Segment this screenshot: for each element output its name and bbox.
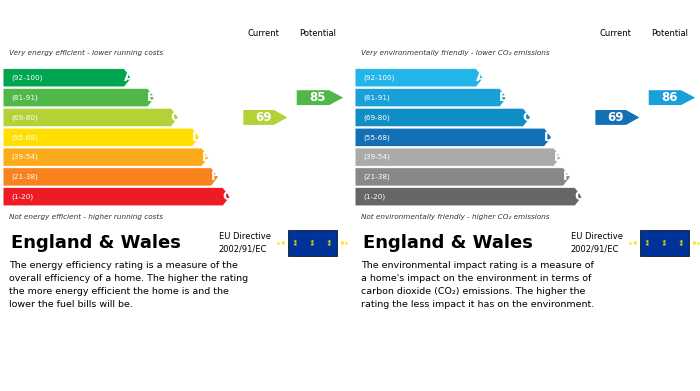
Polygon shape — [4, 69, 132, 87]
Text: Very energy efficient - lower running costs: Very energy efficient - lower running co… — [9, 49, 163, 56]
Text: ★: ★ — [662, 242, 667, 247]
Polygon shape — [244, 110, 288, 125]
Text: Not energy efficient - higher running costs: Not energy efficient - higher running co… — [9, 213, 163, 220]
Text: 69: 69 — [608, 111, 624, 124]
Text: (81-91): (81-91) — [11, 94, 38, 101]
Text: (21-38): (21-38) — [363, 174, 390, 180]
Text: ★: ★ — [344, 240, 349, 246]
Text: E: E — [554, 151, 562, 163]
Polygon shape — [355, 89, 507, 107]
Text: ★: ★ — [679, 242, 684, 247]
Text: ★: ★ — [645, 242, 650, 247]
Text: Energy Efficiency Rating: Energy Efficiency Rating — [7, 7, 169, 20]
Text: (1-20): (1-20) — [363, 194, 386, 200]
Text: ★: ★ — [340, 241, 344, 246]
Polygon shape — [355, 148, 561, 166]
Text: ★: ★ — [679, 239, 684, 244]
Text: ★: ★ — [310, 242, 315, 247]
Text: F: F — [211, 170, 220, 183]
Text: (69-80): (69-80) — [11, 114, 38, 121]
Text: 86: 86 — [662, 91, 678, 104]
Text: B: B — [499, 91, 509, 104]
Text: (21-38): (21-38) — [11, 174, 38, 180]
Text: ★: ★ — [293, 242, 298, 247]
Polygon shape — [355, 188, 582, 206]
Polygon shape — [649, 90, 695, 105]
Text: E: E — [202, 151, 210, 163]
Text: The energy efficiency rating is a measure of the
overall efficiency of a home. T: The energy efficiency rating is a measur… — [9, 262, 248, 309]
Text: ★: ★ — [327, 242, 332, 247]
Text: ★: ★ — [293, 239, 298, 244]
Text: Current: Current — [248, 29, 279, 38]
Text: Potential: Potential — [300, 29, 337, 38]
Text: ★: ★ — [281, 241, 286, 246]
Text: B: B — [147, 91, 157, 104]
Text: G: G — [222, 190, 232, 203]
Text: (55-68): (55-68) — [11, 134, 38, 140]
Polygon shape — [4, 89, 155, 107]
Polygon shape — [297, 90, 343, 105]
Text: D: D — [192, 131, 202, 144]
Text: (69-80): (69-80) — [363, 114, 390, 121]
Text: ★: ★ — [692, 240, 696, 245]
Text: ★: ★ — [696, 240, 700, 246]
Text: ★: ★ — [327, 239, 332, 244]
Polygon shape — [4, 108, 178, 126]
Text: Not environmentally friendly - higher CO₂ emissions: Not environmentally friendly - higher CO… — [361, 213, 550, 220]
Text: ★: ★ — [310, 239, 315, 244]
Text: ★: ★ — [281, 240, 286, 245]
Text: (39-54): (39-54) — [11, 154, 38, 160]
Text: EU Directive
2002/91/EC: EU Directive 2002/91/EC — [218, 232, 271, 254]
Polygon shape — [355, 69, 483, 87]
Text: ★: ★ — [633, 241, 637, 246]
Text: England & Wales: England & Wales — [10, 234, 181, 252]
Text: (92-100): (92-100) — [11, 75, 43, 81]
FancyBboxPatch shape — [288, 230, 337, 256]
Text: C: C — [523, 111, 532, 124]
Text: ★: ★ — [662, 239, 667, 244]
Text: England & Wales: England & Wales — [363, 234, 533, 252]
Text: ★: ★ — [276, 240, 281, 246]
Text: ★: ★ — [633, 240, 637, 245]
Text: ★: ★ — [340, 240, 344, 245]
Text: Environmental Impact (CO₂) Rating: Environmental Impact (CO₂) Rating — [359, 7, 592, 20]
Polygon shape — [355, 128, 552, 146]
Polygon shape — [355, 168, 570, 186]
FancyBboxPatch shape — [640, 230, 690, 256]
Text: (81-91): (81-91) — [363, 94, 390, 101]
Text: Potential: Potential — [652, 29, 689, 38]
Polygon shape — [4, 148, 209, 166]
Text: F: F — [563, 170, 572, 183]
Text: ★: ★ — [628, 240, 633, 246]
Text: Very environmentally friendly - lower CO₂ emissions: Very environmentally friendly - lower CO… — [361, 49, 550, 56]
Text: 85: 85 — [309, 91, 326, 104]
Polygon shape — [596, 110, 639, 125]
Text: 69: 69 — [256, 111, 272, 124]
Text: C: C — [171, 111, 180, 124]
Text: ★: ★ — [645, 239, 650, 244]
Text: ★: ★ — [692, 241, 696, 246]
Text: D: D — [543, 131, 554, 144]
Polygon shape — [4, 128, 199, 146]
Text: (1-20): (1-20) — [11, 194, 34, 200]
Text: A: A — [124, 71, 133, 84]
Text: EU Directive
2002/91/EC: EU Directive 2002/91/EC — [570, 232, 623, 254]
Text: The environmental impact rating is a measure of
a home's impact on the environme: The environmental impact rating is a mea… — [361, 262, 594, 309]
Polygon shape — [355, 108, 531, 126]
Text: G: G — [574, 190, 584, 203]
Text: (55-68): (55-68) — [363, 134, 390, 140]
Polygon shape — [4, 188, 230, 206]
Text: Current: Current — [600, 29, 631, 38]
Text: (39-54): (39-54) — [363, 154, 390, 160]
Text: (92-100): (92-100) — [363, 75, 395, 81]
Text: A: A — [475, 71, 485, 84]
Polygon shape — [4, 168, 218, 186]
